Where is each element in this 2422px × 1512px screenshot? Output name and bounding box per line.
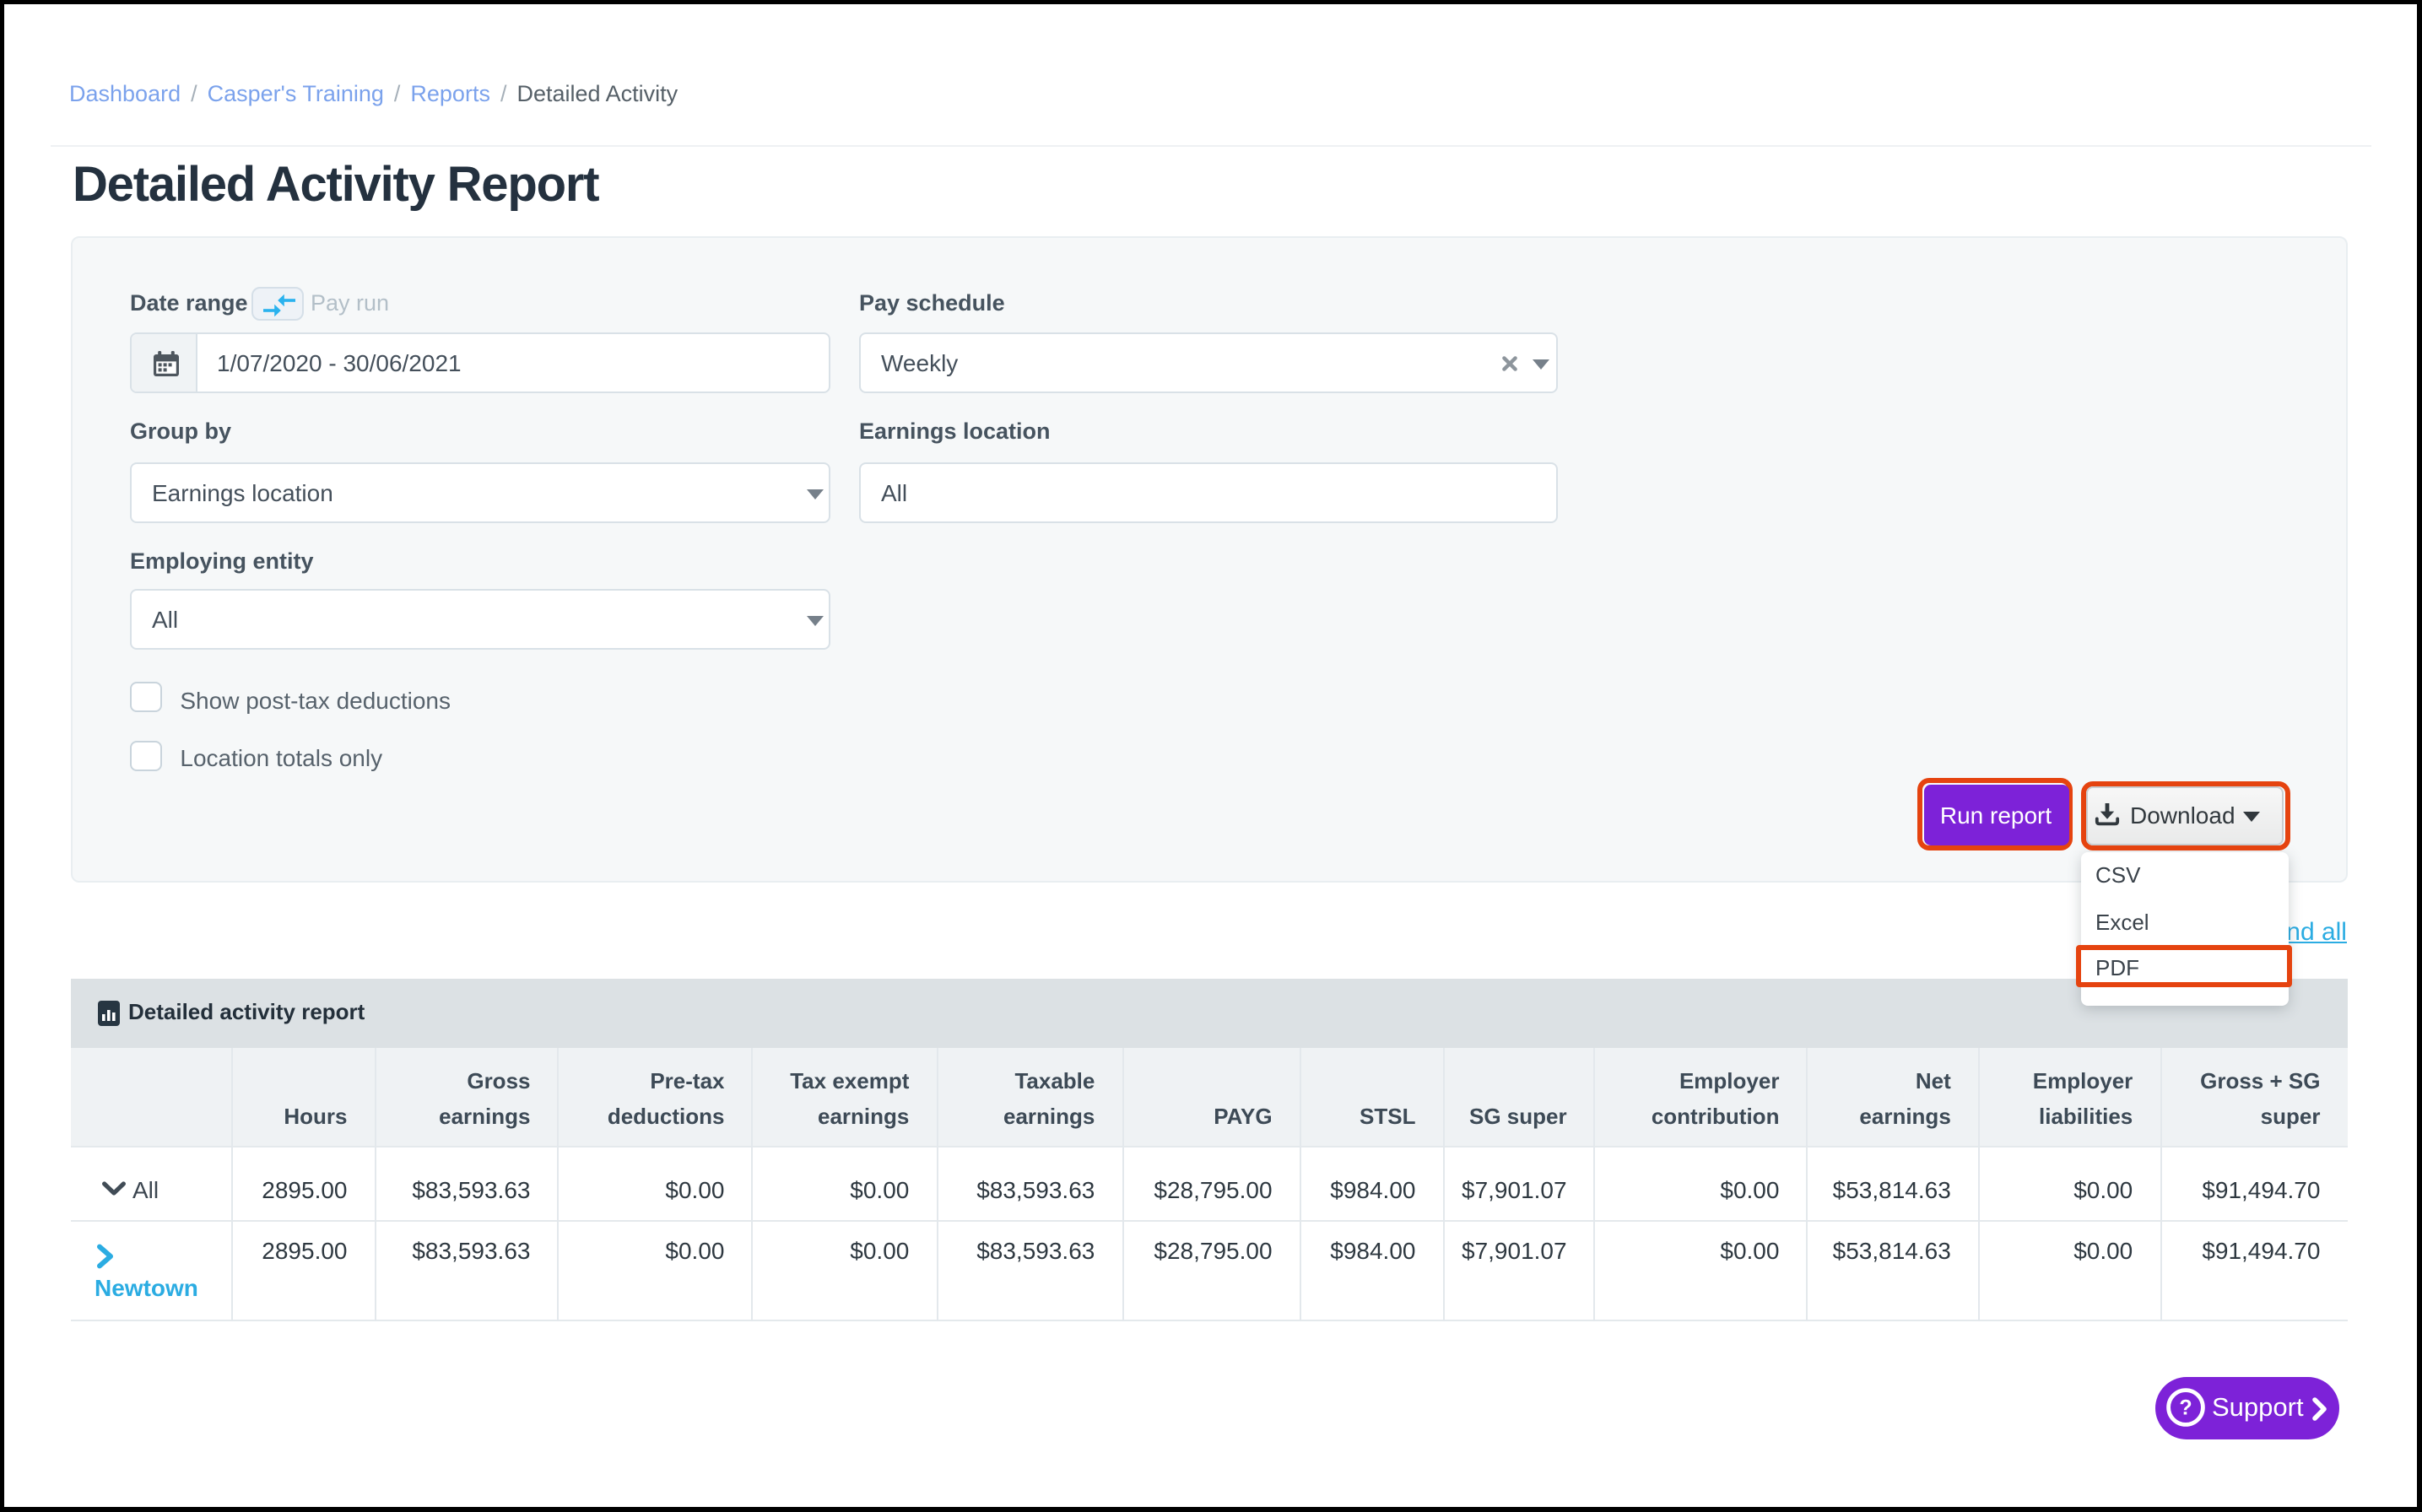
svg-text:?: ? [2179,1396,2192,1419]
